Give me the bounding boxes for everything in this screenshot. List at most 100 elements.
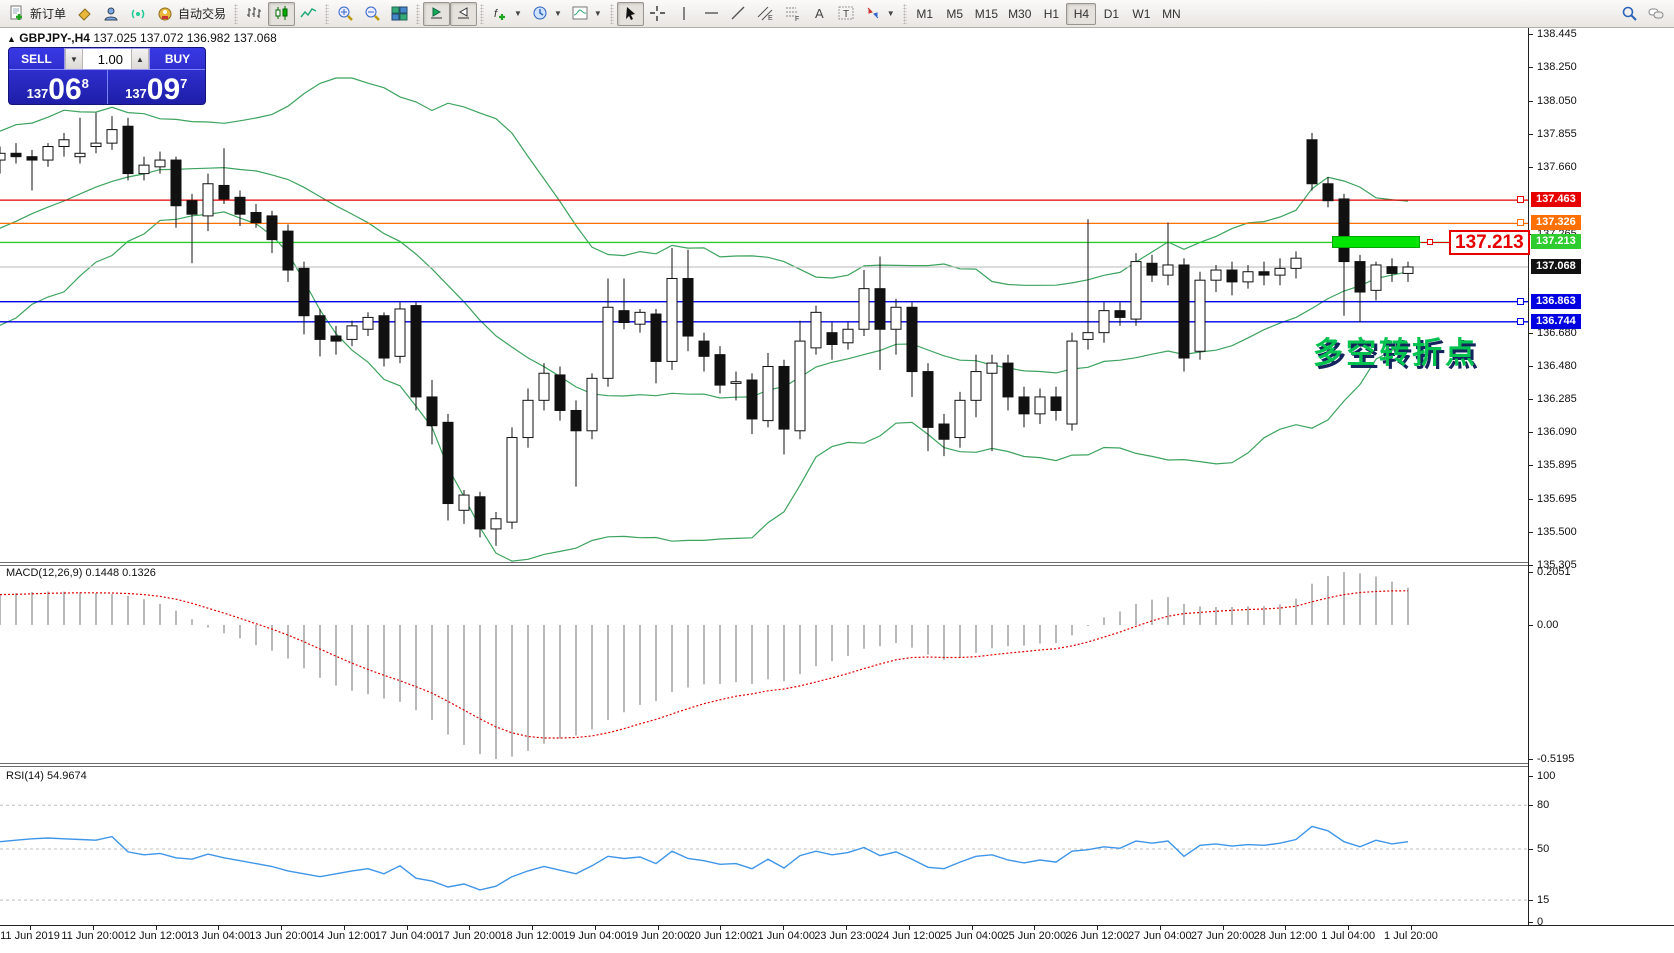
macd-histogram-bar [191,619,193,625]
volume-increase-button[interactable]: ▲ [131,49,149,69]
macd-histogram-bar [207,625,209,628]
eraser-button[interactable] [71,2,98,26]
candle-body [1242,271,1254,283]
chart-shift-button[interactable] [450,1,478,26]
rsi-line [0,825,1409,891]
new-order-button[interactable]: 新订单 [4,2,71,26]
timeframe-button-m5[interactable]: M5 [946,6,964,21]
bar-chart-button[interactable] [241,2,268,26]
timeframe-button-h4[interactable]: H4 [1066,2,1097,25]
sell-button[interactable]: SELL [9,48,64,70]
rsi-tick-0: 0 [1537,916,1544,928]
time-tick-mark [971,926,973,930]
macd-tick-0.2051: 0.2051 [1537,566,1571,579]
macd-histogram-bar [1311,583,1313,625]
macd-histogram-bar [1391,581,1393,625]
chart-area[interactable] [0,28,1674,945]
time-tick-mark [1410,926,1412,930]
tile-windows-button[interactable] [386,2,413,26]
candle-body [106,129,118,144]
pane-separator-2[interactable] [0,763,1674,767]
zoom-out-button[interactable] [359,2,386,26]
templates-button[interactable]: ▼ [567,2,607,26]
time-label: 28 Jun 12:00 [1253,930,1318,942]
timeframe-button-m30[interactable]: M30 [1008,6,1032,21]
timeframe-button-m1[interactable]: M1 [916,6,934,21]
arrows-button[interactable]: ▼ [860,2,900,26]
signals-button[interactable] [125,2,152,26]
time-label: 27 Jun 04:00 [1128,930,1192,942]
axis-tick-mark [1529,900,1533,902]
price-axis[interactable]: 138.445 138.250 138.050 137.855 137.660 137.2… [1528,28,1674,928]
candle-body [1370,264,1382,291]
search-icon[interactable] [1616,2,1643,26]
macd-histogram-bar [735,625,737,683]
time-axis[interactable]: 11 Jun 2019 11 Jun 20:00 12 Jun 12:00 13 Ju… [0,925,1674,945]
annotation-text[interactable]: 多空转折点 [1313,337,1478,370]
macd-histogram-bar [863,625,865,649]
hline-button[interactable] [698,2,725,26]
macd-histogram-bar [1279,604,1281,625]
volume-decrease-button[interactable]: ▼ [65,49,83,69]
candle-chart-button[interactable] [268,1,296,26]
trendline-button[interactable] [725,2,752,26]
symbol-ohlc: 137.025 137.072 136.982 137.068 [93,31,277,45]
timeframe-button-mn[interactable]: MN [1162,6,1181,21]
time-tick-mark [1285,926,1287,930]
pane-separator-1[interactable] [0,562,1674,566]
main-chart-pane[interactable] [0,28,1528,565]
text-button[interactable]: A [806,2,833,26]
price-tag-handle[interactable] [1427,239,1433,246]
macd-histogram-bar [815,625,817,667]
buy-price[interactable]: 137 09 7 [108,70,206,105]
candle-body [138,164,150,175]
toolbar-grip [416,3,421,24]
candle-body [1306,139,1318,185]
buy-button[interactable]: BUY [150,48,205,70]
timeframe-button-d1[interactable]: D1 [1103,6,1120,21]
candle-body [986,362,998,374]
hline-handle[interactable] [1517,196,1524,204]
profile-button[interactable] [98,2,125,26]
autotrade-button[interactable]: 自动交易 [152,2,231,26]
axis-tick-mark [1529,67,1533,68]
zoom-in-button[interactable] [332,2,359,26]
hline-handle[interactable] [1517,317,1524,325]
macd-histogram-bar [1151,599,1153,625]
axis-tick-mark [1529,532,1533,534]
line-chart-button[interactable] [295,2,322,26]
auto-scroll-button[interactable] [423,1,451,26]
cursor-button[interactable] [616,1,644,26]
fibonacci-button[interactable]: F [779,2,806,26]
timeframe-button-h1[interactable]: H1 [1043,6,1060,21]
channel-button[interactable]: E [752,2,779,26]
volume-input[interactable]: 1.00 [97,51,123,67]
highlight-zone-rect[interactable] [1332,236,1420,249]
vline-button[interactable] [671,2,698,26]
sell-price[interactable]: 137 06 8 [9,70,108,104]
chat-icon[interactable] [1643,2,1670,26]
macd-histogram-bar [1135,603,1137,625]
candle-body [1338,198,1350,263]
buy-price-main: 09 [146,73,181,105]
price-tick-138.445: 138.445 [1537,28,1577,40]
timeframe-button-m15[interactable]: M15 [974,6,999,21]
sell-price-pip: 8 [81,76,89,91]
rsi-tick-50: 50 [1537,843,1550,855]
macd-histogram-bar [47,591,49,625]
axis-tick-mark [1529,625,1533,626]
price-tag-label[interactable]: 137.213 [1449,230,1530,256]
timeframe-button-w1[interactable]: W1 [1132,6,1151,21]
indicators-button[interactable]: f ▼ [494,8,522,20]
macd-pane[interactable] [0,566,1528,762]
rsi-pane[interactable] [0,768,1528,925]
candle-body [938,423,950,440]
bollinger-mid-band [0,166,1409,399]
hline-handle[interactable] [1517,219,1524,227]
label-button[interactable]: T [833,2,860,26]
candle-body [42,146,54,161]
crosshair-button[interactable] [644,2,671,26]
periods-button[interactable]: ▼ [527,2,567,26]
collapse-panel-icon[interactable]: ▲ [7,34,16,44]
hline-handle[interactable] [1517,297,1524,305]
